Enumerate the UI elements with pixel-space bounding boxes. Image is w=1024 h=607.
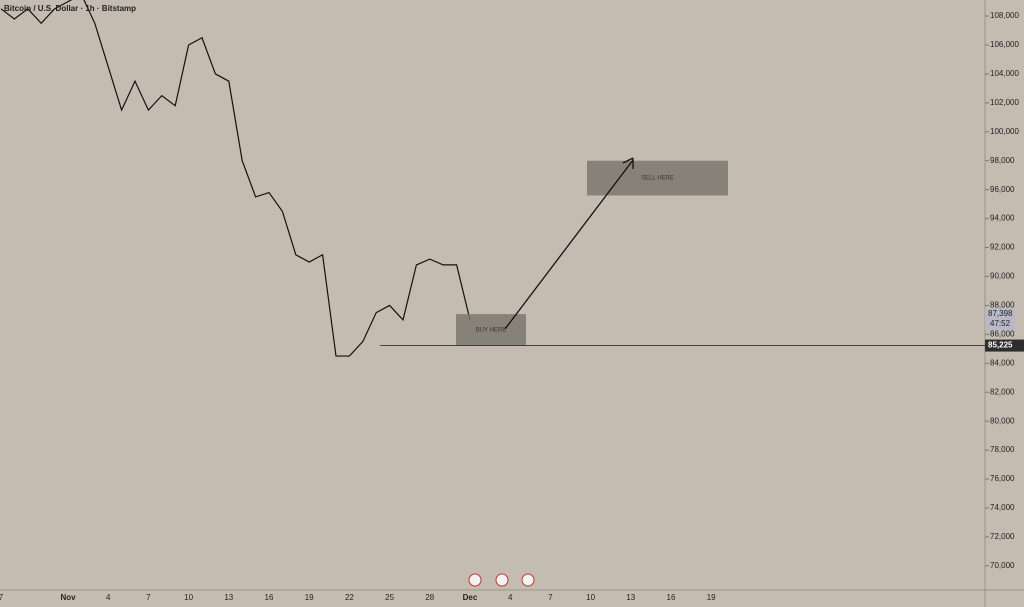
- y-tick-label: 74,000: [990, 503, 1015, 512]
- y-tick-label: 102,000: [990, 98, 1019, 107]
- x-tick-label: 19: [305, 593, 314, 602]
- x-tick-label: 7: [0, 593, 4, 602]
- x-tick-label: 13: [224, 593, 233, 602]
- x-tick-label: 4: [508, 593, 513, 602]
- x-tick-label: 16: [265, 593, 274, 602]
- y-tick-label: 104,000: [990, 69, 1019, 78]
- y-tick-label: 98,000: [990, 156, 1015, 165]
- x-tick-label: 7: [146, 593, 151, 602]
- arrow-head: [622, 157, 634, 169]
- y-tick-label: 76,000: [990, 474, 1015, 483]
- x-tick-label: Nov: [60, 593, 76, 602]
- last-price-tag: [985, 308, 1015, 331]
- event-icons[interactable]: [468, 573, 535, 587]
- zone-label: SELL HERE: [641, 176, 674, 182]
- y-tick-label: 86,000: [990, 329, 1015, 338]
- y-tick-label: 106,000: [990, 40, 1019, 49]
- x-tick-label: 7: [548, 593, 553, 602]
- y-tick-label: 72,000: [990, 532, 1015, 541]
- last-price-label: 87,398: [988, 309, 1013, 318]
- price-line: [0, 0, 471, 357]
- countdown-label: 47:52: [990, 319, 1011, 328]
- arrow: [504, 159, 634, 330]
- x-tick-label: 10: [184, 593, 193, 602]
- x-tick-label: 16: [667, 593, 676, 602]
- y-tick-label: 88,000: [990, 301, 1015, 310]
- y-tick-label: 84,000: [990, 358, 1015, 367]
- x-tick-label: 28: [425, 593, 434, 602]
- y-tick-label: 108,000: [990, 11, 1019, 20]
- x-tick-label: 13: [626, 593, 635, 602]
- x-tick-label: 4: [106, 593, 111, 602]
- event-icon[interactable]: [521, 573, 535, 587]
- x-tick-label: 25: [385, 593, 394, 602]
- x-tick-label: 10: [586, 593, 595, 602]
- x-tick-label: 19: [707, 593, 716, 602]
- hline-label: 85,225: [988, 341, 1013, 350]
- y-tick-label: 82,000: [990, 387, 1015, 396]
- y-tick-label: 100,000: [990, 127, 1019, 136]
- y-tick-label: 80,000: [990, 416, 1015, 425]
- y-tick-label: 94,000: [990, 214, 1015, 223]
- x-tick-label: 22: [345, 593, 354, 602]
- event-icon[interactable]: [468, 573, 482, 587]
- hline-tag: [985, 339, 1024, 352]
- zone: [456, 314, 526, 346]
- y-tick-label: 92,000: [990, 243, 1015, 252]
- y-tick-label: 90,000: [990, 272, 1015, 281]
- event-icon[interactable]: [495, 573, 509, 587]
- y-tick-label: 78,000: [990, 445, 1015, 454]
- zone-label: BUY HERE: [476, 327, 507, 333]
- y-tick-label: 96,000: [990, 185, 1015, 194]
- y-tick-label: 70,000: [990, 561, 1015, 570]
- chart-title: Bitcoin / U.S. Dollar · 1h · Bitstamp: [4, 4, 136, 13]
- x-tick-label: Dec: [463, 593, 478, 602]
